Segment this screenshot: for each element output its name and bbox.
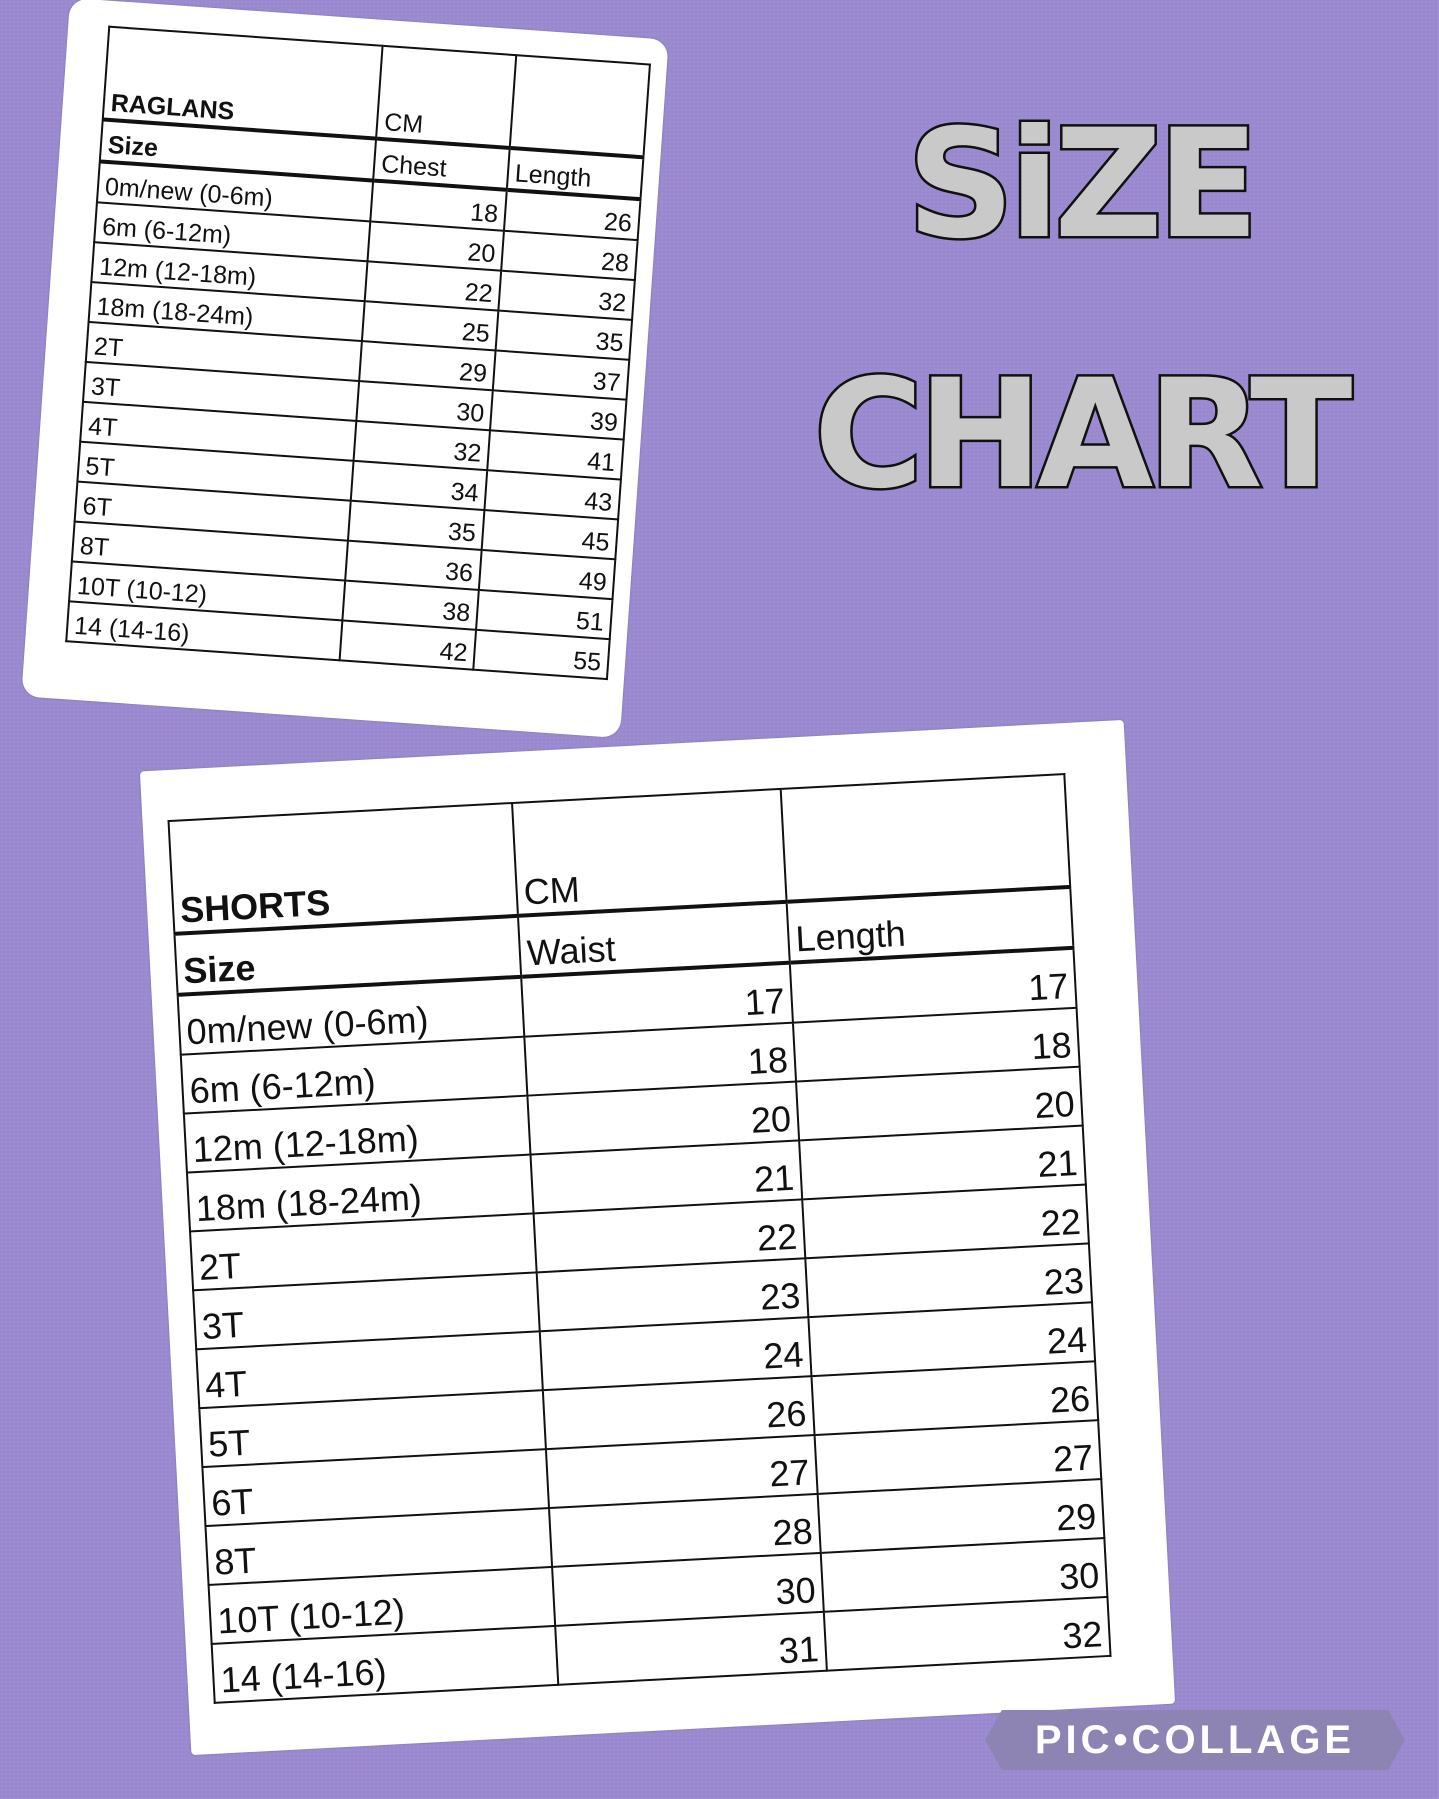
empty-cell (780, 774, 1071, 902)
table-title: SHORTS (168, 803, 518, 934)
measure-cell: 31 (555, 1611, 827, 1685)
shorts-card: SHORTS CM Size Waist Length 0m/new (0-6m) 17 17… (139, 719, 1176, 1756)
title-line-2: CHART (811, 346, 1355, 525)
size-chart-title: SiZE CHART (800, 60, 1360, 560)
pic-collage-watermark: PIC•COLLAGE (985, 1710, 1405, 1770)
title-line-1: SiZE (904, 96, 1262, 275)
shorts-table: SHORTS CM Size Waist Length 0m/new (0-6m) 17 17… (167, 773, 1111, 1704)
unit-label: CM (512, 788, 787, 916)
length-cell: 55 (473, 629, 610, 680)
raglans-table: RAGLANS CM Size Chest Length 0m/new (0-6m) 18 2… (65, 26, 651, 680)
empty-cell (509, 55, 650, 158)
measure-cell: 42 (339, 620, 477, 670)
raglans-card: RAGLANS CM Size Chest Length 0m/new (0-6m) 18 2… (21, 0, 669, 739)
unit-label: CM (376, 45, 517, 148)
